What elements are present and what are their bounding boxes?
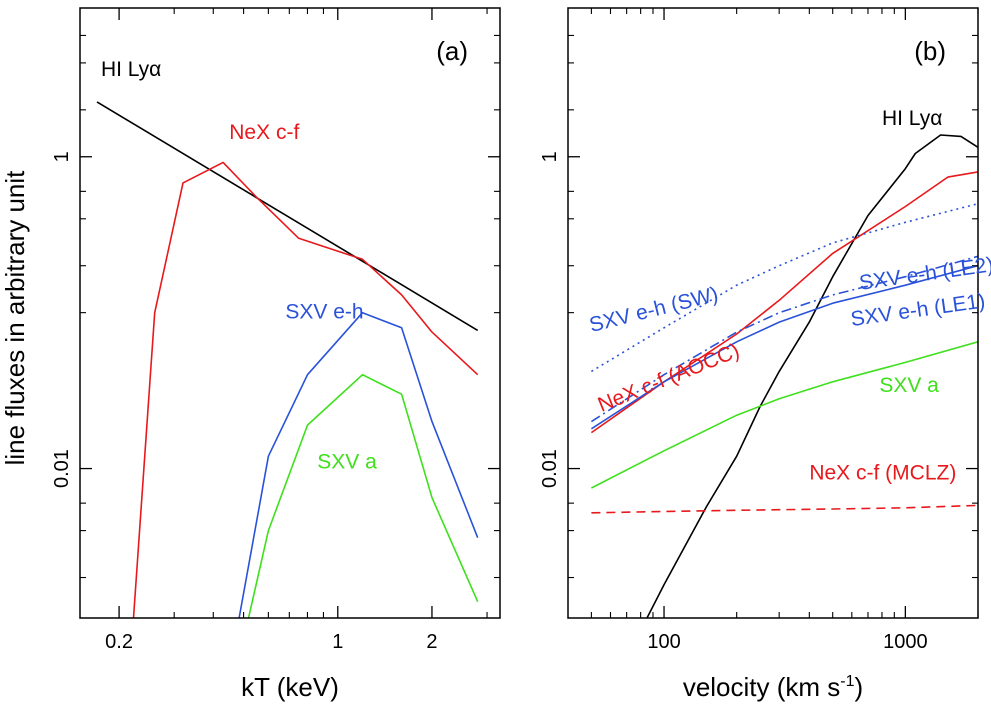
p2-panel-label: (b) (914, 36, 946, 66)
p2-series-2-line (590, 202, 978, 373)
p1-x-axis-label: kT (keV) (241, 672, 339, 702)
p1-annotation-0: HI Lyα (101, 58, 161, 81)
p2-series-6-line (591, 504, 978, 514)
p1-panel-label: (a) (436, 36, 468, 66)
p2-x-tick-label-1: 1000 (883, 631, 928, 653)
p1-y-tick-label-0: 0.01 (51, 449, 73, 488)
p1-x-tick-label-0: 0.2 (105, 631, 133, 653)
p2-annotation-2: NeX c-f (AOCC) (595, 339, 743, 417)
p1-x-tick-label-2: 2 (426, 631, 437, 653)
p2-annotation-0: HI Lyα (882, 107, 942, 130)
p2-annotation-6: NeX c-f (MCLZ) (809, 462, 956, 485)
p2-annotation-1: SXV e-h (SW) (587, 283, 721, 337)
p2-x-tick-label-0: 100 (647, 631, 680, 653)
p1-y-tick-label-1: 1 (51, 151, 73, 162)
p1-x-tick-label-1: 1 (332, 631, 343, 653)
p2-annotation-4: SXV e-h (LE1) (849, 289, 986, 331)
p1-annotation-2: SXV e-h (285, 300, 363, 323)
y-axis-label: line fluxes in arbitrary unit (0, 170, 30, 466)
p2-y-tick-label-0: 0.01 (539, 449, 561, 488)
p2-annotation-3: SXV e-h (LE2) (858, 253, 991, 295)
p2-y-tick-label-1: 1 (539, 151, 561, 162)
p1-annotation-3: SXV a (317, 451, 377, 474)
p2-series-3-line (590, 255, 978, 423)
panel-a: 0.2 1 2 0.01 1 kT (keV) (a) HI Lyα NeX c-f SXV e-… (51, 7, 501, 702)
p1-series-2-line (238, 311, 479, 618)
p1-series-0-line (96, 101, 479, 332)
p2-series-1-line (590, 171, 978, 434)
p1-series-3-line (247, 373, 479, 618)
p2-annotation-5: SXV a (879, 374, 939, 397)
p1-series-1-line (132, 161, 479, 618)
p1-annotation-1: NeX c-f (229, 121, 299, 144)
p2-series-5-line (591, 341, 978, 489)
p2-series-4-line (590, 264, 978, 430)
panel-b: 100 1000 0.01 1 velocity (km s-1) (b) HI Lyα SX… (539, 7, 991, 702)
p2-x-axis-label: velocity (km s-1) (683, 672, 863, 702)
